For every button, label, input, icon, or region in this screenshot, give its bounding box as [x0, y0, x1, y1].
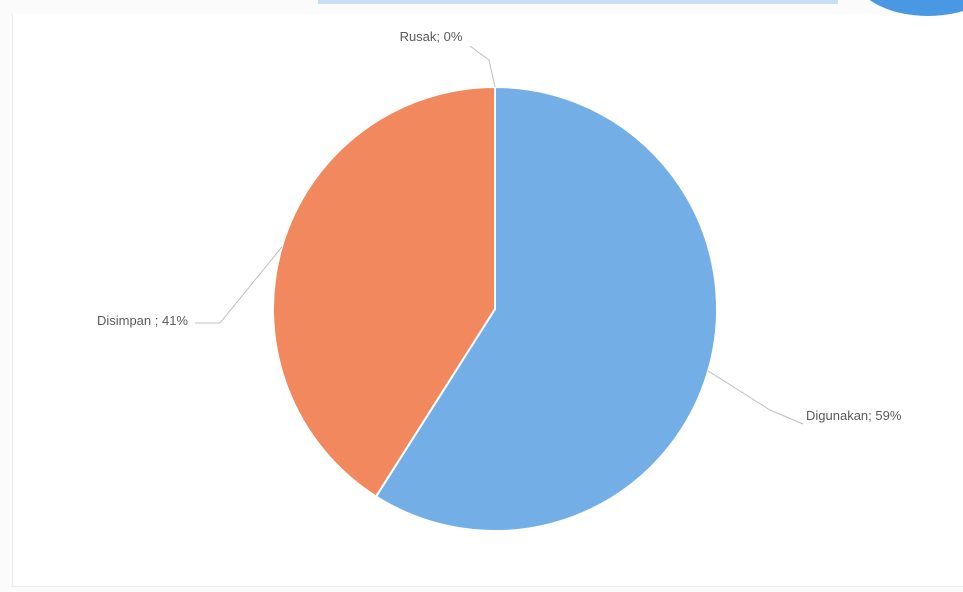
- leader-lines: [195, 45, 804, 425]
- data-labels: Rusak; 0% Digunakan; 59% Disimpan ; 41%: [97, 29, 902, 423]
- leader-line-digunakan: [707, 370, 804, 425]
- slice-disimpan: [272, 85, 496, 498]
- label-disimpan: Disimpan ; 41%: [97, 313, 188, 328]
- pie-slices: [272, 85, 718, 532]
- slice-digunakan: [374, 85, 718, 532]
- leader-line-rusak: [469, 45, 496, 88]
- label-rusak: Rusak; 0%: [400, 29, 463, 44]
- leader-line-disimpan: [195, 246, 283, 324]
- label-digunakan: Digunakan; 59%: [806, 408, 902, 423]
- decorative-strip: [318, 0, 838, 4]
